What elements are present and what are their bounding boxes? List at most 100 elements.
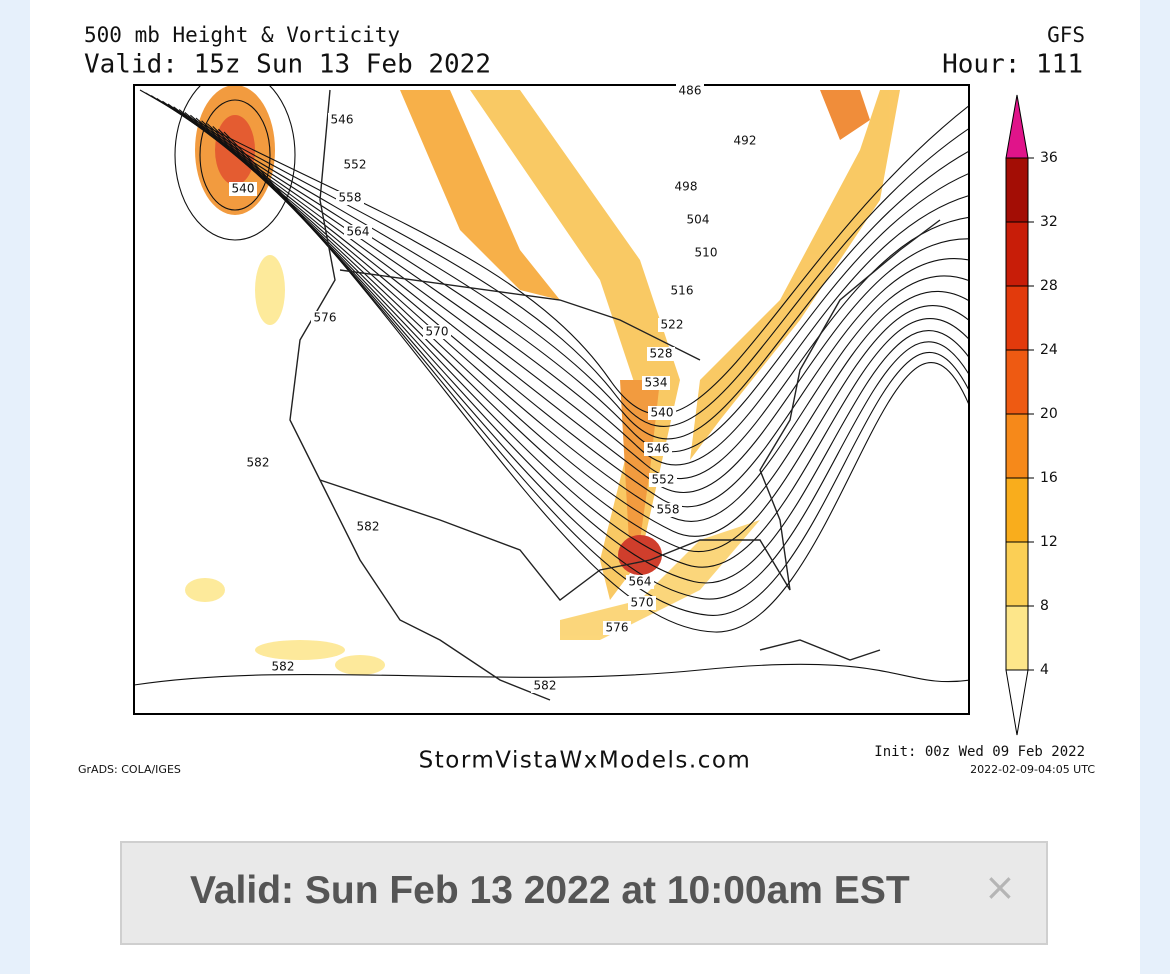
colorbar-segment [1005, 349, 1029, 415]
colorbar-segment [1005, 541, 1029, 607]
contour-label: 552 [652, 473, 675, 487]
contour-label: 522 [661, 318, 684, 332]
contour-label-bg [423, 325, 451, 339]
contour-line [174, 85, 296, 241]
map-frame [133, 84, 970, 715]
colorbar-label: 32 [1040, 214, 1058, 230]
contour-label: 582 [357, 520, 380, 534]
contour-labels: 5465525585645405765705825825825824864924… [229, 84, 759, 693]
contour-label: 582 [272, 660, 295, 674]
contour-label: 558 [657, 503, 680, 517]
contour-label: 504 [687, 213, 710, 227]
contour-label-bg [648, 406, 676, 420]
contour-label: 576 [314, 311, 337, 325]
timestamp: 2022-02-09-04:05 UTC [970, 763, 1095, 776]
site-name: StormVistaWxModels.com [419, 748, 752, 774]
colorbar: 4 8 12 16 20 24 28 32 36 [1005, 94, 1058, 736]
colorbar-segment [1005, 221, 1029, 287]
contour-label-bg [676, 84, 704, 98]
contour-label-bg [684, 213, 712, 227]
contour-line [206, 123, 969, 584]
contour-label: 498 [675, 180, 698, 194]
contour-label: 582 [534, 679, 557, 693]
contour-label-bg [731, 134, 759, 148]
contour-line [199, 99, 271, 211]
contour-label-bg [603, 621, 631, 635]
colorbar-label: 4 [1040, 662, 1049, 678]
model-name: GFS [1047, 23, 1085, 47]
colorbar-top-arrow [1005, 94, 1029, 159]
contour-label: 546 [331, 113, 354, 127]
contour-line [134, 663, 969, 686]
contour-line [167, 103, 969, 480]
contour-label: 546 [647, 442, 670, 456]
contour-label: 570 [631, 596, 654, 610]
contour-label-bg [654, 503, 682, 517]
contour-label-bg [311, 311, 339, 325]
contour-label-bg [269, 660, 297, 674]
colorbar-label: 36 [1040, 150, 1058, 166]
contour-label-bg [668, 284, 696, 298]
contour-line [212, 126, 969, 600]
contour-label-bg [531, 679, 559, 693]
map-title: 500 mb Height & Vorticity [84, 23, 400, 47]
contour-line [201, 120, 969, 568]
contour-label-bg [344, 225, 372, 239]
contour-label-bg [229, 182, 257, 196]
contour-label-bg [647, 347, 675, 361]
contour-label-bg [341, 158, 369, 172]
contour-line [218, 128, 969, 616]
colorbar-segment [1005, 285, 1029, 351]
contour-label: 552 [344, 158, 367, 172]
contour-label-bg [658, 318, 686, 332]
grads-credit: GrADS: COLA/IGES [78, 763, 181, 776]
contour-label-bg [649, 473, 677, 487]
contour-label: 570 [426, 325, 449, 339]
contour-label: 540 [651, 406, 674, 420]
contour-line [223, 131, 969, 633]
contour-label: 564 [629, 575, 652, 589]
colorbar-segment [1005, 477, 1029, 543]
contour-label-bg [644, 442, 672, 456]
contour-label: 510 [695, 246, 718, 260]
contour-label: 564 [347, 225, 370, 239]
contour-label: 576 [606, 621, 629, 635]
colorbar-label: 28 [1040, 278, 1058, 294]
contour-label: 528 [650, 347, 673, 361]
contour-label-bg [328, 113, 356, 127]
colorbar-segment [1005, 605, 1029, 671]
geography [289, 89, 941, 701]
contour-label-bg [336, 191, 364, 205]
map-valid: Valid: 15z Sun 13 Feb 2022 [84, 50, 491, 80]
contour-line [190, 114, 969, 537]
map-body [134, 85, 969, 714]
close-button[interactable]: × [984, 865, 1016, 909]
weather-map: 500 mb Height & Vorticity Valid: 15z Sun… [78, 23, 1095, 776]
colorbar-bottom-arrow [1005, 669, 1029, 736]
forecast-hour: Hour: 111 [942, 50, 1083, 80]
contour-label-bg [672, 180, 700, 194]
contour-line [139, 89, 969, 415]
colorbar-segment [1005, 413, 1029, 479]
contour-label-bg [626, 575, 654, 589]
contour-label: 558 [339, 191, 362, 205]
contour-line [150, 95, 969, 440]
init-time: Init: 00z Wed 09 Feb 2022 [874, 744, 1085, 760]
contour-label: 492 [734, 134, 757, 148]
contour-label-bg [244, 456, 272, 470]
banner-text: Valid: Sun Feb 13 2022 at 10:00am EST [190, 869, 910, 912]
contour-label-bg [692, 246, 720, 260]
contour-label: 516 [671, 284, 694, 298]
contour-line [156, 97, 969, 453]
contour-line [178, 109, 969, 508]
contour-label: 534 [645, 376, 668, 390]
contour-label: 540 [232, 182, 255, 196]
contour-label-bg [628, 596, 656, 610]
colorbar-label: 8 [1040, 598, 1049, 614]
contour-label-bg [642, 376, 670, 390]
contour-label: 486 [679, 84, 702, 98]
colorbar-label: 20 [1040, 406, 1058, 422]
contour-label: 582 [247, 456, 270, 470]
valid-banner: Valid: Sun Feb 13 2022 at 10:00am EST × [120, 841, 1048, 945]
